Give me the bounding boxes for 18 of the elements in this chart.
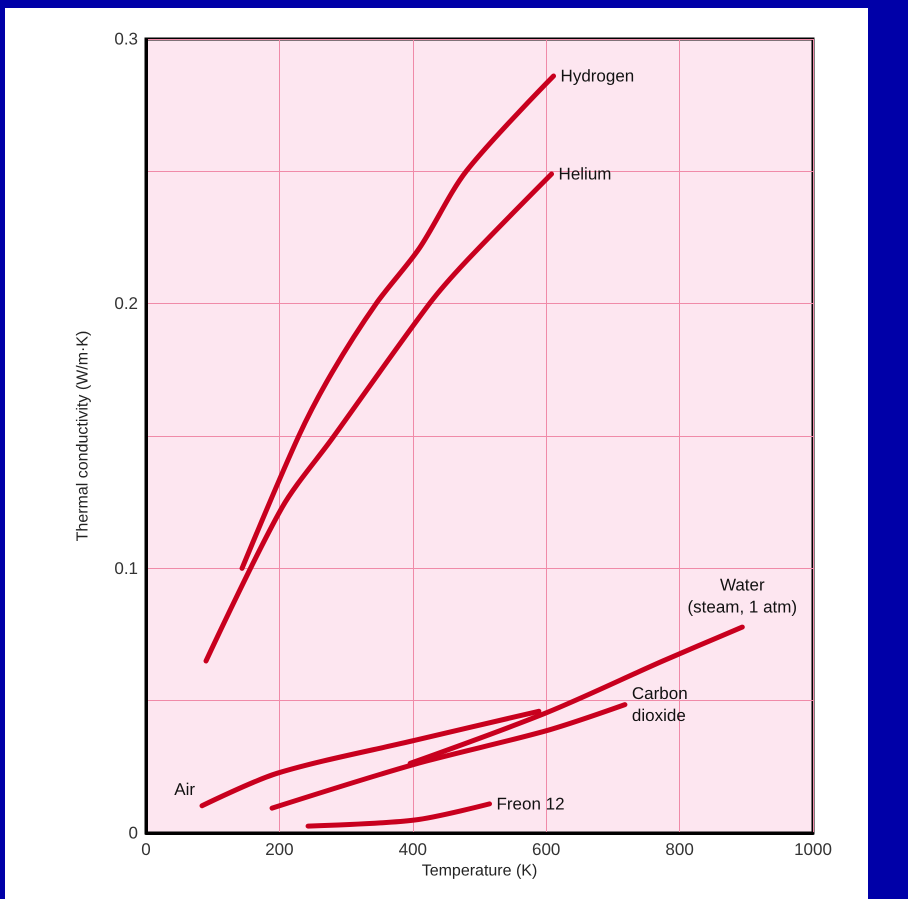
x-tick-label: 800 [665, 840, 694, 859]
series-label: Freon 12 [496, 794, 565, 814]
y-tick-label: 0.3 [114, 30, 138, 48]
series-label: Hydrogen [560, 66, 634, 86]
y-axis-title: Thermal conductivity (W/m·K) [74, 330, 92, 542]
x-tick-label: 1000 [794, 840, 832, 859]
y-tick-label: 0.2 [114, 294, 138, 314]
x-tick-label: 0 [141, 840, 151, 859]
x-axis-title: Temperature (K) [422, 862, 538, 880]
series-label: Air [174, 780, 196, 800]
series-label: Water (steam, 1 atm) [688, 576, 798, 617]
y-tick-label: 0 [128, 824, 138, 842]
y-tick-label: 0.1 [114, 558, 138, 578]
series-label: Helium [558, 164, 612, 184]
x-tick-label: 600 [532, 840, 560, 859]
x-tick-label: 200 [265, 840, 294, 859]
series-label: Carbon dioxide [632, 684, 688, 726]
x-tick-label: 400 [398, 840, 427, 859]
